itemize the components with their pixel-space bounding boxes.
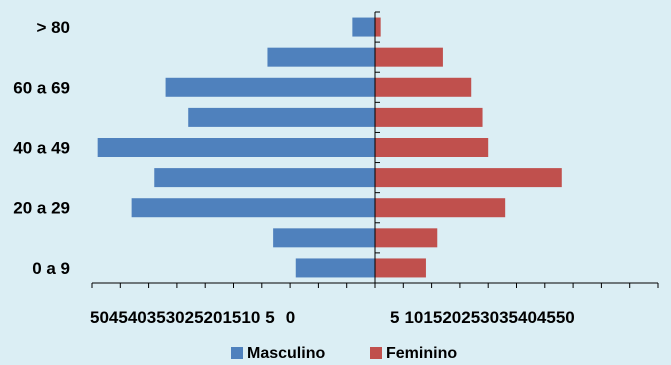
x-tick-label: 35 — [499, 308, 518, 327]
x-tick-labels-left: 504540353025201510 5 0 — [90, 308, 295, 327]
bar-masculino — [267, 47, 375, 67]
y-labels-group: 0 a 9 20 a 29 40 a 49 60 a 69 > 80 — [13, 18, 70, 278]
y-tick-label: 0 a 9 — [32, 259, 70, 278]
y-tick-label: 40 a 49 — [13, 139, 70, 158]
bar-feminino — [375, 47, 443, 67]
bar-feminino — [375, 17, 381, 37]
bar-feminino — [375, 168, 562, 188]
axes-group — [91, 11, 659, 288]
x-tick-label: 30 — [480, 308, 499, 327]
bar-masculino — [165, 77, 375, 97]
x-tick-label: 20 — [442, 308, 461, 327]
bar-masculino — [154, 168, 375, 188]
x-tick-label: 35 — [147, 308, 166, 327]
legend-swatch-feminino — [370, 347, 382, 359]
x-tick-label: 50 — [556, 308, 575, 327]
bar-masculino — [295, 258, 375, 278]
legend-swatch-masculino — [231, 347, 243, 359]
x-tick-label: 5 — [265, 308, 274, 327]
bar-feminino — [375, 258, 426, 278]
x-tick-label: 45 — [537, 308, 556, 327]
x-tick-label: 40 — [128, 308, 147, 327]
x-tick-label: 5 — [390, 308, 399, 327]
x-tick-label: 20 — [204, 308, 223, 327]
bar-feminino — [375, 198, 506, 218]
legend-label-feminino: Feminino — [386, 345, 457, 362]
legend: Masculino Feminino — [231, 345, 457, 362]
x-tick-label: 15 — [423, 308, 442, 327]
y-tick-label: > 80 — [36, 18, 70, 37]
bar-masculino — [352, 17, 375, 37]
x-labels-group: 504540353025201510 5 0 5 101520253035404550 — [90, 308, 575, 327]
bar-masculino — [273, 228, 375, 248]
bar-feminino — [375, 138, 489, 157]
y-tick-label: 60 a 69 — [13, 78, 70, 97]
bar-masculino — [188, 107, 375, 127]
x-tick-label: 25 — [461, 308, 480, 327]
x-tick-labels-right: 5 101520253035404550 — [390, 308, 575, 327]
bar-feminino — [375, 77, 472, 97]
x-tick-label: 25 — [185, 308, 204, 327]
bar-masculino — [97, 138, 375, 157]
bar-feminino — [375, 228, 438, 248]
bars-group — [97, 17, 562, 278]
bar-feminino — [375, 107, 483, 127]
x-tick-label: 15 — [222, 308, 241, 327]
x-tick-label: 40 — [518, 308, 537, 327]
x-tick-label: 50 — [90, 308, 109, 327]
x-tick-label: 10 — [241, 308, 260, 327]
x-tick-label: 30 — [166, 308, 185, 327]
x-tick-label: 10 — [404, 308, 423, 327]
legend-label-masculino: Masculino — [247, 345, 325, 362]
x-tick-label: 0 — [286, 308, 295, 327]
x-tick-label: 45 — [109, 308, 128, 327]
bar-masculino — [131, 198, 375, 218]
y-tick-label: 20 a 29 — [13, 199, 70, 218]
